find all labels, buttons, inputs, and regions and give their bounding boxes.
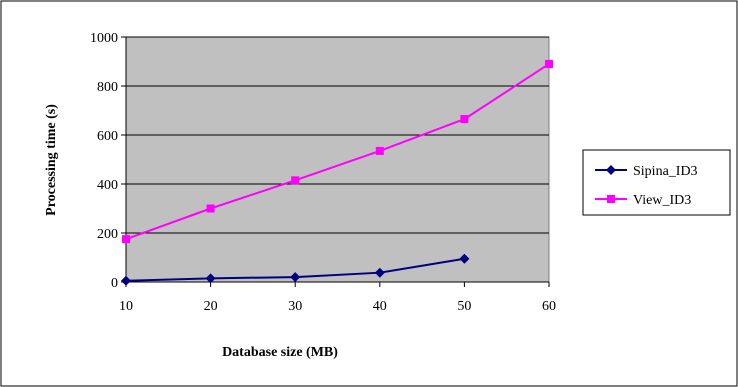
y-axis-title: Processing time (s): [44, 104, 59, 216]
series-1-point-3: [375, 146, 384, 155]
x-tick-label-0: 10: [119, 299, 133, 314]
x-tick-label-3: 40: [373, 299, 387, 314]
y-tick-label-0: 0: [111, 276, 118, 291]
x-tick-label-4: 50: [457, 299, 471, 314]
y-tick-label-4: 800: [97, 80, 118, 95]
series-0-point-4: [459, 253, 470, 264]
series-1-point-0: [122, 235, 130, 244]
x-axis-title: Database size (MB): [222, 345, 338, 360]
series-1-point-2: [291, 176, 300, 185]
legend: Sipina_ID3 View_ID3: [582, 149, 731, 216]
series-0-point-2: [290, 272, 301, 283]
grid-lines: [126, 36, 549, 234]
y-tick-label-2: 400: [97, 178, 118, 193]
x-tick-label-2: 30: [288, 299, 302, 314]
legend-marker-series-1: [607, 195, 615, 203]
series-0-point-3: [374, 267, 385, 278]
series-1-point-4: [460, 115, 469, 124]
series-1-point-1: [206, 204, 215, 213]
legend-marker-series-0: [606, 165, 616, 175]
x-tick-label-1: 20: [204, 299, 218, 314]
series-1-point-5: [545, 59, 553, 68]
series-0-point-1: [205, 273, 216, 284]
x-axis-tick-labels: 10 20 30 40 50 60: [119, 299, 556, 314]
legend-label-series-1: View_ID3: [633, 193, 691, 208]
plot-area: [125, 36, 550, 283]
y-axis-tick-labels: 0 200 400 600 800 1000: [90, 31, 118, 291]
legend-label-series-0: Sipina_ID3: [633, 164, 698, 179]
y-tick-label-5: 1000: [90, 31, 118, 46]
series-line-1: [125, 63, 550, 241]
legend-item-series-1: View_ID3: [595, 193, 691, 208]
x-tick-label-5: 60: [542, 299, 556, 314]
series-layer: [121, 59, 553, 286]
legend-item-series-0: Sipina_ID3: [595, 164, 698, 179]
series-0-point-0: [121, 275, 131, 286]
legend-box: [582, 149, 731, 216]
y-tick-label-1: 200: [97, 227, 118, 242]
y-tick-label-3: 600: [97, 129, 118, 144]
